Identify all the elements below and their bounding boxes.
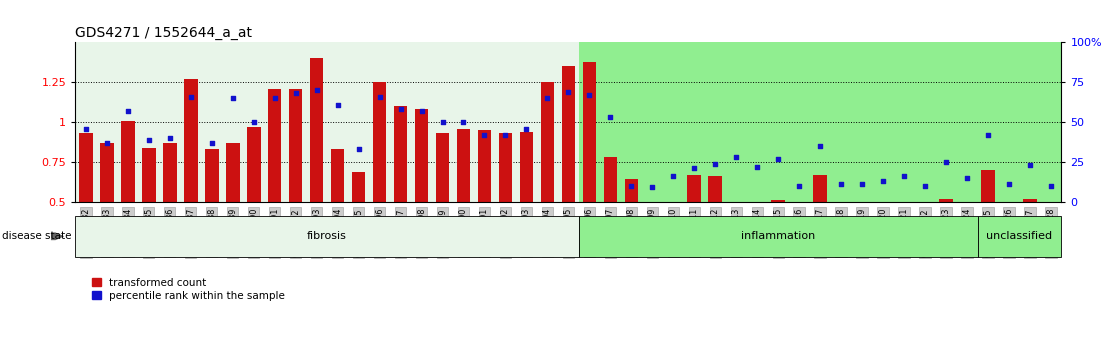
Point xyxy=(371,94,389,99)
Point xyxy=(790,183,808,189)
Bar xyxy=(205,149,218,202)
Point xyxy=(308,87,326,93)
Text: inflammation: inflammation xyxy=(741,231,815,241)
Point xyxy=(119,108,136,114)
Point xyxy=(916,183,934,189)
Bar xyxy=(687,175,701,202)
Point xyxy=(769,156,787,161)
Bar xyxy=(414,109,429,202)
Point xyxy=(245,119,263,125)
Point xyxy=(182,94,199,99)
Bar xyxy=(393,106,408,202)
Bar xyxy=(578,42,977,202)
Point xyxy=(979,132,997,138)
Bar xyxy=(940,199,953,202)
Point xyxy=(623,183,640,189)
Bar xyxy=(331,149,345,202)
Point xyxy=(1001,181,1018,187)
Point xyxy=(602,115,619,120)
Bar xyxy=(977,42,1061,202)
Point xyxy=(686,166,704,171)
Bar xyxy=(456,129,470,202)
Bar xyxy=(351,172,366,202)
Bar xyxy=(79,133,93,202)
Point xyxy=(832,181,850,187)
Point xyxy=(266,96,284,101)
Bar xyxy=(708,176,722,202)
Bar xyxy=(289,89,302,202)
Point xyxy=(203,140,220,146)
Bar xyxy=(268,89,281,202)
Bar xyxy=(478,130,491,202)
Bar xyxy=(604,157,617,202)
Point xyxy=(560,89,577,95)
Bar xyxy=(541,82,554,202)
Point xyxy=(329,102,347,108)
Bar xyxy=(163,143,176,202)
Point xyxy=(287,91,305,96)
Point xyxy=(581,92,598,98)
Bar xyxy=(771,200,786,202)
Bar xyxy=(184,79,197,202)
Point xyxy=(224,96,242,101)
Bar xyxy=(435,133,450,202)
Bar xyxy=(121,120,134,202)
Bar xyxy=(100,143,114,202)
Point xyxy=(412,108,430,114)
Point xyxy=(1022,162,1039,168)
Point xyxy=(727,154,745,160)
Text: fibrosis: fibrosis xyxy=(307,231,347,241)
Point xyxy=(496,132,514,138)
Point xyxy=(811,143,829,149)
Bar xyxy=(583,62,596,202)
Point xyxy=(958,175,976,181)
Point xyxy=(1043,183,1060,189)
Text: unclassified: unclassified xyxy=(986,231,1053,241)
Bar xyxy=(142,148,155,202)
Legend: transformed count, percentile rank within the sample: transformed count, percentile rank withi… xyxy=(92,278,285,301)
Bar xyxy=(625,179,638,202)
Point xyxy=(392,107,410,112)
Point xyxy=(98,140,115,146)
Point xyxy=(853,181,871,187)
Point xyxy=(161,135,178,141)
Bar xyxy=(247,127,260,202)
Bar xyxy=(226,143,239,202)
Point xyxy=(707,161,725,166)
Point xyxy=(538,96,556,101)
Bar xyxy=(499,133,512,202)
Point xyxy=(475,132,493,138)
Point xyxy=(644,185,661,190)
Text: disease state: disease state xyxy=(2,231,72,241)
Text: GDS4271 / 1552644_a_at: GDS4271 / 1552644_a_at xyxy=(75,26,253,40)
Point xyxy=(140,137,157,143)
Point xyxy=(517,126,535,131)
Point xyxy=(76,126,94,131)
Point xyxy=(350,147,368,152)
Point xyxy=(895,173,913,179)
Point xyxy=(433,119,451,125)
Bar xyxy=(310,58,324,202)
Bar xyxy=(1023,199,1037,202)
Bar xyxy=(813,175,827,202)
Bar xyxy=(372,82,387,202)
Bar xyxy=(562,67,575,202)
Point xyxy=(748,164,766,170)
Point xyxy=(874,178,892,184)
Bar xyxy=(75,42,578,202)
Point xyxy=(937,159,955,165)
Point xyxy=(454,119,472,125)
Bar xyxy=(982,170,995,202)
Point xyxy=(665,173,683,179)
Bar xyxy=(520,132,533,202)
